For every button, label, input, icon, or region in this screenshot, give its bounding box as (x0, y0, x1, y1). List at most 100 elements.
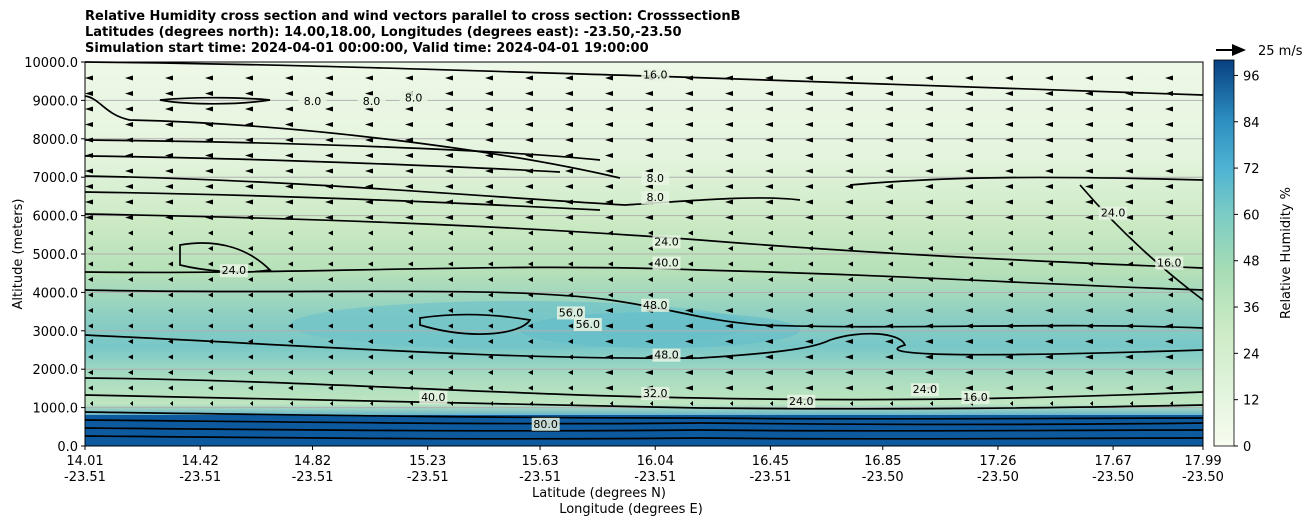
contour-label-bg (641, 68, 670, 82)
contour-label: 48.0 (654, 349, 679, 362)
wind-vector (928, 292, 933, 298)
wind-vector (688, 246, 693, 251)
wind-vector (168, 370, 173, 375)
wind-vector (488, 230, 493, 236)
wind-vector (128, 370, 133, 375)
wind-vector (368, 277, 373, 282)
wind-vector (368, 370, 373, 375)
wind-vector (885, 184, 893, 189)
wind-vector (605, 75, 613, 81)
contour-24-left (179, 242, 272, 273)
wind-vector (525, 137, 533, 143)
contour-48-upper (84, 289, 1204, 329)
wind-vector (1005, 354, 1013, 360)
wind-vector (765, 168, 773, 174)
wind-vector (328, 261, 333, 267)
wind-vector (845, 308, 853, 313)
wind-vector (965, 91, 973, 96)
x-axis-label-lon: Longitude (degrees E) (559, 502, 703, 517)
wind-vector (448, 246, 453, 251)
contour-label-bg (399, 91, 428, 105)
wind-vector (448, 230, 453, 236)
wind-vector (285, 168, 293, 174)
wind-vector (525, 215, 533, 220)
wind-vector (605, 308, 613, 313)
contour-label: 56.0 (559, 306, 584, 319)
wind-vector (848, 230, 853, 236)
wind-vector (445, 75, 453, 81)
wind-vector (605, 106, 613, 112)
wind-vector (88, 370, 93, 375)
wind-vector (1165, 323, 1173, 329)
wind-vector (565, 184, 573, 189)
wind-vector (1050, 401, 1053, 406)
wind-vector (765, 308, 773, 313)
x-axis: 14.01-23.5114.42-23.5114.82-23.5115.23-2… (64, 446, 1224, 485)
wind-vector (688, 261, 693, 267)
wind-vector (925, 91, 933, 96)
wind-vector (165, 91, 173, 96)
chart-title: Relative Humidity cross section and wind… (85, 9, 741, 57)
wind-vector (128, 292, 133, 298)
wind-vector (925, 106, 933, 112)
wind-vector (965, 339, 973, 344)
wind-vector (208, 292, 213, 298)
wind-vector (1168, 277, 1173, 282)
wind-vector (128, 277, 133, 282)
wind-vector (685, 215, 693, 220)
wind-vector (245, 137, 253, 143)
wind-vector (168, 277, 173, 282)
wind-vector (565, 122, 573, 127)
wind-vector (405, 184, 413, 189)
wind-vector (445, 168, 453, 174)
wind-vector (1128, 277, 1133, 282)
wind-vector (645, 184, 653, 189)
wind-vector (608, 246, 613, 251)
wind-vector (1085, 354, 1093, 360)
wind-vector (325, 137, 333, 143)
wind-vector (725, 199, 733, 205)
wind-vector (528, 230, 533, 236)
wind-vector (408, 308, 413, 313)
wind-vector (565, 168, 573, 174)
wind-vector (285, 122, 293, 127)
wind-vector (488, 354, 493, 360)
wind-vector (925, 122, 933, 127)
wind-vector (485, 75, 493, 81)
wind-vector (648, 292, 653, 298)
wind-vector (925, 75, 933, 81)
y-tick-label: 3000.0 (33, 325, 79, 340)
wind-vector (845, 215, 853, 220)
wind-vector (968, 246, 973, 251)
wind-vector (248, 370, 253, 375)
wind-vector (928, 230, 933, 236)
wind-vector (968, 230, 973, 236)
wind-vector (608, 261, 613, 267)
wind-vector (1085, 106, 1093, 112)
wind-vector (1005, 215, 1013, 220)
wind-vector (765, 323, 773, 329)
wind-vector (288, 323, 293, 329)
wind-vector (968, 277, 973, 282)
wind-vector (925, 354, 933, 360)
wind-vector (1008, 261, 1013, 267)
wind-vector (1168, 246, 1173, 251)
wind-vector (368, 261, 373, 267)
wind-vector (208, 354, 213, 360)
wind-vector (568, 246, 573, 251)
wind-vector (210, 401, 213, 406)
wind-vector (725, 354, 733, 360)
contour-24-right (849, 176, 1204, 186)
wind-vector (968, 261, 973, 267)
x-tick-lat: 16.04 (637, 454, 674, 469)
wind-vector (848, 292, 853, 298)
wind-vector (805, 153, 813, 158)
wind-vector (1005, 91, 1013, 96)
colorbar-tick-label: 84 (1243, 116, 1260, 131)
x-tick-lon: -23.50 (1092, 470, 1134, 485)
wind-vector (325, 106, 333, 112)
wind-vector (325, 91, 333, 96)
x-tick-lat: 16.45 (752, 454, 789, 469)
wind-vector (248, 292, 253, 298)
wind-vector (1045, 91, 1053, 96)
